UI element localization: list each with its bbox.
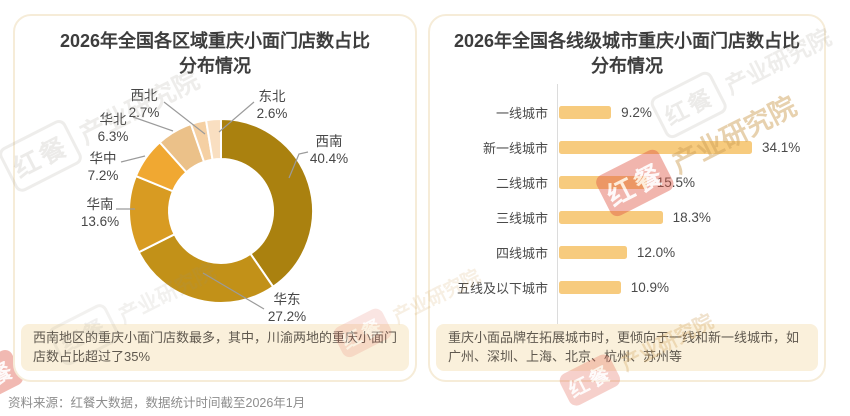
bar-category-label: 四线城市 xyxy=(495,246,548,261)
bar-row-0: 一线城市 9.2% xyxy=(430,95,816,130)
right-chart-title-line2: 分布情况 xyxy=(591,56,663,76)
bar-row-2: 二线城市 15.5% xyxy=(430,165,816,200)
bar-2 xyxy=(559,176,647,189)
bar-category-label: 二线城市 xyxy=(495,176,548,191)
bar-1 xyxy=(559,141,752,154)
bar-value-label: 18.3% xyxy=(672,210,711,225)
bar-0 xyxy=(559,106,612,119)
bar-value-label: 34.1% xyxy=(762,140,801,155)
bar-track: 10.9% xyxy=(557,280,816,295)
donut-label-south: 华南 13.6% xyxy=(70,196,130,230)
donut-label-north: 华北 6.3% xyxy=(83,111,143,145)
bar-row-3: 三线城市 18.3% xyxy=(430,200,816,235)
bar-category-label: 三线城市 xyxy=(495,211,548,226)
segment-name: 华东 xyxy=(273,292,301,307)
segment-value: 13.6% xyxy=(80,214,120,229)
bar-category-label: 新一线城市 xyxy=(482,141,548,156)
bar-track: 34.1% xyxy=(557,140,816,155)
bar-3 xyxy=(559,211,663,224)
bar-track: 9.2% xyxy=(557,105,816,120)
city-tier-share-panel: 2026年全国各线级城市重庆小面门店数占比 分布情况 一线城市 9.2% 新一线城市… xyxy=(428,14,826,382)
segment-value: 6.3% xyxy=(97,129,129,144)
bar-row-5: 五线及以下城市 10.9% xyxy=(430,270,816,305)
donut-segment-1 xyxy=(137,232,275,304)
donut-label-northwest: 西北 2.7% xyxy=(114,87,174,121)
donut-label-northeast: 东北 2.6% xyxy=(242,88,302,122)
segment-value: 2.6% xyxy=(256,106,288,121)
bar-category-label: 五线及以下城市 xyxy=(456,281,548,296)
bar-category-label: 一线城市 xyxy=(495,106,548,121)
left-chart-title-line1: 2026年全国各区域重庆小面门店数占比 xyxy=(59,31,371,51)
donut-label-east: 华东 27.2% xyxy=(257,291,317,325)
regional-share-panel: 2026年全国各区域重庆小面门店数占比 分布情况 西南 40.4% 华东 27.… xyxy=(13,14,417,382)
donut-segment-6 xyxy=(204,117,222,161)
left-chart-title: 2026年全国各区域重庆小面门店数占比 分布情况 xyxy=(15,29,415,79)
segment-name: 华中 xyxy=(89,151,117,166)
right-panel-note: 重庆小面品牌在拓展城市时，更倾向于一线和新一线城市，如广州、深圳、上海、北京、杭… xyxy=(436,324,818,371)
donut-label-southwest: 西南 40.4% xyxy=(299,133,359,167)
bar-value-label: 12.0% xyxy=(636,245,676,260)
bar-5 xyxy=(559,281,621,294)
segment-name: 西南 xyxy=(315,134,343,149)
left-panel-note: 西南地区的重庆小面门店数最多，其中，川渝两地的重庆小面门店数占比超过了35% xyxy=(21,324,409,371)
bar-row-1: 新一线城市 34.1% xyxy=(430,130,816,165)
bar-track: 12.0% xyxy=(557,245,816,260)
bar-4 xyxy=(559,246,627,259)
bar-chart: 一线城市 9.2% 新一线城市 34.1% 二线城市 15.5% 三线城市 18.3% 四线城市… xyxy=(430,95,816,305)
bar-track: 15.5% xyxy=(557,175,816,190)
data-source-note: 资料来源：红餐大数据，数据统计时间截至2026年1月 xyxy=(8,396,306,410)
segment-value: 27.2% xyxy=(267,309,307,324)
bar-value-label: 10.9% xyxy=(630,280,669,295)
donut-label-central: 华中 7.2% xyxy=(73,150,133,184)
segment-name: 东北 xyxy=(258,89,286,104)
segment-name: 华北 xyxy=(99,112,127,127)
segment-value: 2.7% xyxy=(128,105,160,120)
right-chart-title-line1: 2026年全国各线级城市重庆小面门店数占比 xyxy=(453,31,801,51)
bar-row-4: 四线城市 12.0% xyxy=(430,235,816,270)
segment-value: 40.4% xyxy=(309,151,349,166)
right-chart-title: 2026年全国各线级城市重庆小面门店数占比 分布情况 xyxy=(430,29,824,79)
bar-value-label: 15.5% xyxy=(656,175,695,190)
segment-name: 华南 xyxy=(86,197,114,212)
bar-value-label: 9.2% xyxy=(621,105,652,120)
segment-name: 西北 xyxy=(130,88,158,103)
bar-track: 18.3% xyxy=(557,210,816,225)
bar-chart-axis xyxy=(557,84,558,326)
left-chart-title-line2: 分布情况 xyxy=(179,56,251,76)
segment-value: 7.2% xyxy=(87,168,119,183)
donut-chart xyxy=(128,117,314,304)
